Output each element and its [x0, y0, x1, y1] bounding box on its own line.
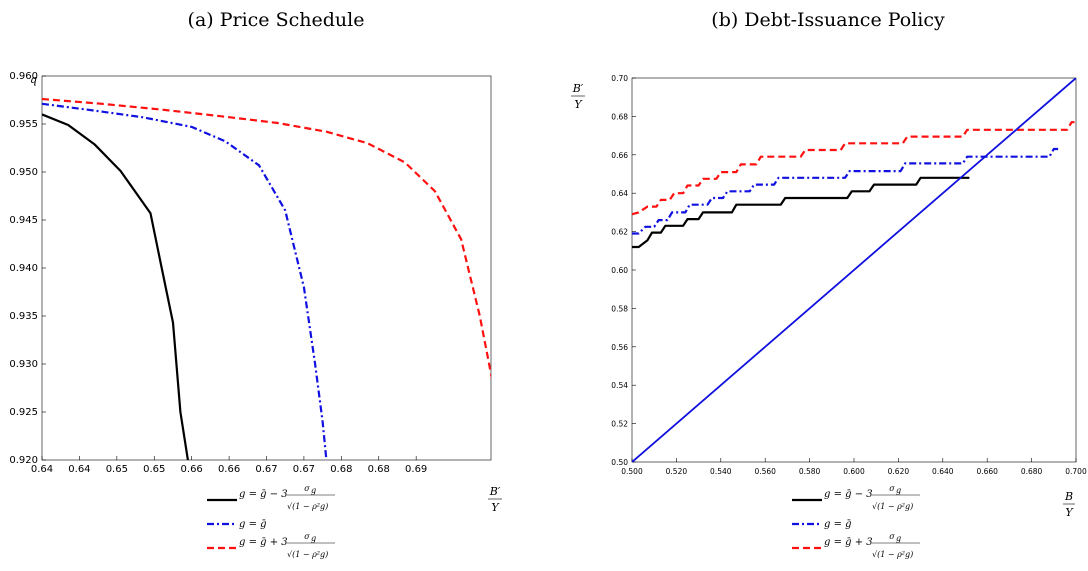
- panel-a-series-1: [42, 102, 328, 460]
- panel-b-ytick-label: 0.68: [611, 112, 628, 121]
- panel-b-xtick-label: 0.600: [843, 467, 865, 476]
- panel-a-ylabel: q: [30, 73, 37, 86]
- svg-text:g: g: [896, 534, 901, 543]
- panel-b-xtick-label: 0.500: [621, 467, 643, 476]
- panel-a-xtick-label: 0.69: [405, 464, 427, 475]
- svg-text:σ: σ: [889, 484, 895, 493]
- svg-text:B: B: [1064, 490, 1073, 503]
- panel-a-xtick-label: 0.65: [143, 464, 165, 475]
- panel-a-ytick-label: 0.945: [9, 215, 38, 226]
- panel-a-ytick-label: 0.940: [9, 263, 38, 274]
- panel-b-ytick-label: 0.70: [611, 74, 628, 83]
- svg-text:g: g: [311, 534, 316, 543]
- panel-b-ytick-label: 0.54: [611, 381, 628, 390]
- svg-text:√(1 − ρ²g): √(1 − ρ²g): [872, 502, 913, 511]
- svg-text:g: g: [896, 486, 901, 495]
- svg-text:Y: Y: [574, 98, 583, 111]
- panel-a-xlabel: B′ Y: [488, 485, 502, 514]
- panel-b-xlabel: B Y: [1063, 490, 1075, 519]
- panel-a-xtick-label: 0.64: [68, 464, 90, 475]
- svg-text:B′: B′: [489, 485, 501, 498]
- panel-b-ytick-label: 0.62: [611, 228, 628, 237]
- panel-a-title: (a) Price Schedule: [188, 9, 365, 31]
- panel-a-xtick-label: 0.65: [106, 464, 128, 475]
- svg-text:σ: σ: [889, 532, 895, 541]
- panel-b-xtick-label: 0.660: [976, 467, 998, 476]
- panel-b-xtick-label: 0.640: [932, 467, 954, 476]
- svg-text:√(1 − ρ²g): √(1 − ρ²g): [872, 550, 913, 559]
- panel-a-xtick-label: 0.66: [218, 464, 240, 475]
- panel-b-title: (b) Debt-Issuance Policy: [711, 9, 945, 31]
- panel-b-ytick-label: 0.56: [611, 343, 628, 352]
- panel-b-xtick-label: 0.540: [710, 467, 732, 476]
- svg-text:g = ḡ − 3: g = ḡ − 3: [824, 489, 873, 500]
- panel-b-xtick-label: 0.580: [799, 467, 821, 476]
- panel-b-xtick-label: 0.620: [888, 467, 910, 476]
- svg-text:g: g: [311, 486, 316, 495]
- panel-b-ytick-label: 0.58: [611, 304, 628, 313]
- panel-a-axes-frame: [41, 75, 492, 461]
- panel-b-xtick-label: 0.520: [666, 467, 688, 476]
- panel-a-xtick-label: 0.68: [368, 464, 390, 475]
- svg-text:√(1 − ρ²g): √(1 − ρ²g): [287, 550, 328, 559]
- svg-text:B′: B′: [572, 82, 584, 95]
- svg-text:σ: σ: [304, 484, 310, 493]
- panel-a-plot: 0.64 0.64 0.65 0.65 0.66 0.66 0.67 0.67 0.68 0.68…: [9, 71, 502, 514]
- panel-b-series-1: [632, 147, 1059, 235]
- svg-text:g = ḡ + 3: g = ḡ + 3: [239, 537, 288, 548]
- svg-text:σ: σ: [304, 532, 310, 541]
- panel-a-xtick-label: 0.66: [181, 464, 203, 475]
- panel-a-ytick-label: 0.930: [9, 359, 38, 370]
- svg-text:g = ḡ + 3: g = ḡ + 3: [824, 537, 873, 548]
- panel-a-xtick-label: 0.67: [255, 464, 277, 475]
- panel-b-series-0: [632, 176, 970, 249]
- svg-text:Y: Y: [491, 501, 500, 514]
- panel-a-xtick-label: 0.68: [330, 464, 352, 475]
- panel-a-ytick-label: 0.955: [9, 119, 38, 130]
- panel-a-ytick-label: 0.960: [9, 71, 38, 82]
- svg-text:Y: Y: [1065, 506, 1074, 519]
- panel-b-ytick-label: 0.66: [611, 151, 628, 160]
- legend-label-mid: g = ḡ: [239, 519, 267, 530]
- panel-a-ytick-label: 0.935: [9, 311, 38, 322]
- panel-b-xtick-label: 0.680: [1021, 467, 1043, 476]
- panel-b-ytick-label: 0.60: [611, 266, 628, 275]
- panel-a-xtick-label: 0.67: [293, 464, 315, 475]
- panel-b-ytick-label: 0.64: [611, 189, 628, 198]
- svg-text:g = ḡ − 3: g = ḡ − 3: [239, 489, 288, 500]
- panel-b-series-2: [632, 121, 1076, 216]
- panel-b-ytick-label: 0.52: [611, 420, 628, 429]
- panel-b-ytick-label: 0.50: [611, 458, 628, 467]
- panel-b-xtick-label: 0.560: [754, 467, 776, 476]
- panel-a-ytick-label: 0.920: [9, 455, 38, 466]
- panel-b-series-3: [632, 78, 1076, 462]
- panel-a-xtick-label: 0.64: [31, 464, 53, 475]
- panel-a-series-2: [42, 97, 491, 380]
- panel-b-xtick-label: 0.700: [1065, 467, 1087, 476]
- panel-b-ylabel: B′ Y: [571, 82, 585, 111]
- panel-a-ytick-label: 0.925: [9, 407, 38, 418]
- panel-b-plot: 0.500 0.520 0.540 0.560 0.580 0.600 0.620 0.640…: [571, 74, 1087, 519]
- svg-text:√(1 − ρ²g): √(1 − ρ²g): [287, 502, 328, 511]
- legend-label-mid: g = ḡ: [824, 519, 852, 530]
- panel-a-ytick-label: 0.950: [9, 167, 38, 178]
- panel-a-series-0: [42, 113, 189, 460]
